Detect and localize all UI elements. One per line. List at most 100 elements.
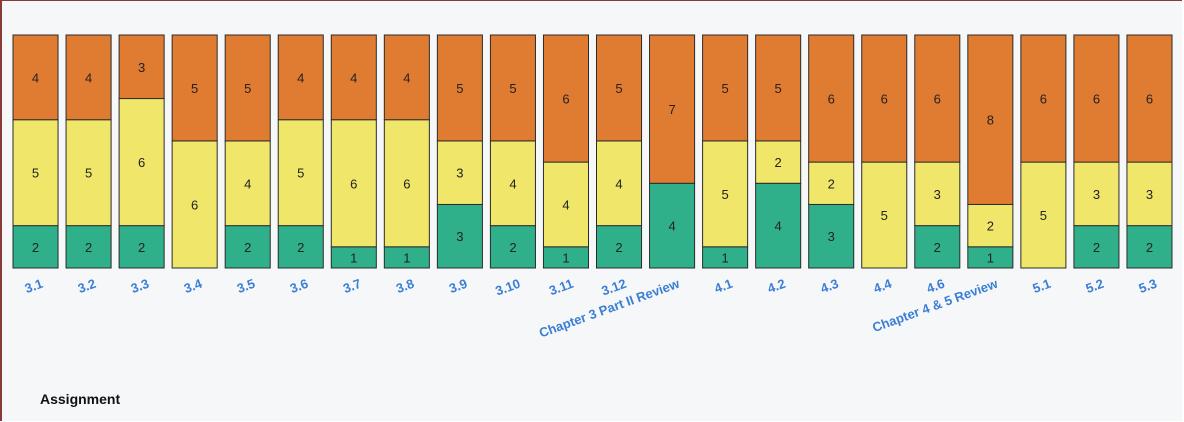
data-label: 4 bbox=[509, 176, 516, 191]
x-tick-label: 3.8 bbox=[394, 276, 416, 296]
bar-segment bbox=[649, 34, 696, 184]
data-label: 1 bbox=[350, 250, 357, 265]
data-label: 6 bbox=[1093, 92, 1100, 107]
data-label: 6 bbox=[881, 92, 888, 107]
data-label: 2 bbox=[32, 240, 39, 255]
data-label: 2 bbox=[828, 176, 835, 191]
bar-segment bbox=[65, 225, 112, 269]
data-label: 3 bbox=[828, 229, 835, 244]
bar-segment bbox=[755, 140, 802, 184]
data-label: 5 bbox=[297, 166, 304, 181]
bar-segment bbox=[861, 34, 908, 163]
bar-segment bbox=[277, 34, 324, 121]
bar-segment bbox=[702, 140, 749, 248]
bar-segment bbox=[12, 225, 59, 269]
data-label: 1 bbox=[562, 250, 569, 265]
data-label: 4 bbox=[244, 176, 251, 191]
bar-segment bbox=[967, 34, 1014, 205]
bar-segment bbox=[914, 161, 961, 227]
x-tick-label: 5.3 bbox=[1137, 276, 1159, 296]
data-label: 5 bbox=[244, 81, 251, 96]
data-label: 4 bbox=[615, 176, 622, 191]
data-label: 2 bbox=[987, 219, 994, 234]
data-label: 6 bbox=[350, 176, 357, 191]
x-axis-title: Assignment bbox=[40, 391, 121, 407]
x-tick-label: 3.5 bbox=[235, 276, 257, 296]
bar-segment bbox=[914, 34, 961, 163]
bar-segment bbox=[967, 203, 1014, 248]
data-label: 2 bbox=[1146, 240, 1153, 255]
data-label: 2 bbox=[297, 240, 304, 255]
bar-segment bbox=[65, 34, 112, 121]
bar-segment bbox=[649, 182, 696, 269]
bar-segment bbox=[1126, 34, 1173, 163]
data-label: 5 bbox=[509, 81, 516, 96]
data-label: 5 bbox=[881, 208, 888, 223]
x-tick-label: 4.3 bbox=[818, 276, 840, 296]
data-label: 4 bbox=[403, 70, 410, 85]
bar-segment bbox=[489, 140, 536, 227]
bar-segment bbox=[224, 34, 271, 142]
bar-segment bbox=[755, 34, 802, 142]
data-label: 5 bbox=[85, 166, 92, 181]
bar-segment bbox=[808, 203, 855, 269]
data-label: 6 bbox=[403, 176, 410, 191]
x-tick-label: 4.2 bbox=[765, 276, 787, 296]
data-label: 4 bbox=[32, 70, 39, 85]
x-tick-label: 3.9 bbox=[447, 276, 469, 296]
data-label: 4 bbox=[297, 70, 304, 85]
data-label: 3 bbox=[138, 60, 145, 75]
x-tick-label: 3.11 bbox=[547, 276, 575, 299]
data-label: 2 bbox=[615, 240, 622, 255]
bar-segment bbox=[171, 34, 218, 142]
bar-segment bbox=[12, 119, 59, 227]
data-label: 5 bbox=[721, 81, 728, 96]
data-label: 3 bbox=[456, 166, 463, 181]
data-label: 4 bbox=[85, 70, 92, 85]
data-label: 3 bbox=[1093, 187, 1100, 202]
x-tick-label: 3.6 bbox=[288, 276, 310, 296]
x-tick-label: 3.10 bbox=[493, 276, 522, 299]
data-label: 5 bbox=[721, 187, 728, 202]
data-label: 6 bbox=[828, 92, 835, 107]
data-label: 5 bbox=[456, 81, 463, 96]
bar-segment bbox=[224, 225, 271, 269]
x-tick-label: 3.2 bbox=[76, 276, 98, 296]
data-label: 2 bbox=[1093, 240, 1100, 255]
data-label: 2 bbox=[138, 240, 145, 255]
data-label: 6 bbox=[934, 92, 941, 107]
bar-segment bbox=[1020, 34, 1067, 163]
data-label: 5 bbox=[191, 81, 198, 96]
data-label: 3 bbox=[1146, 187, 1153, 202]
data-label: 1 bbox=[987, 250, 994, 265]
bar-segment bbox=[542, 34, 589, 163]
data-label: 3 bbox=[934, 187, 941, 202]
bar-segment bbox=[861, 161, 908, 269]
data-label: 6 bbox=[562, 92, 569, 107]
bar-segment bbox=[596, 140, 643, 227]
bar-segment bbox=[542, 161, 589, 248]
bar-segment bbox=[702, 34, 749, 142]
data-label: 5 bbox=[1040, 208, 1047, 223]
bar-segment bbox=[224, 140, 271, 227]
data-label: 4 bbox=[350, 70, 357, 85]
x-tick-label: 3.7 bbox=[341, 276, 363, 296]
x-tick-label: 5.2 bbox=[1084, 276, 1106, 296]
data-label: 2 bbox=[85, 240, 92, 255]
bar-segment bbox=[489, 225, 536, 269]
data-label: 6 bbox=[191, 197, 198, 212]
bar-segment bbox=[596, 34, 643, 142]
data-label: 4 bbox=[775, 219, 782, 234]
data-label: 6 bbox=[1040, 92, 1047, 107]
data-label: 1 bbox=[403, 250, 410, 265]
data-label: 8 bbox=[987, 113, 994, 128]
bar-segment bbox=[1073, 34, 1120, 163]
data-label: 6 bbox=[1146, 92, 1153, 107]
bar-segment bbox=[1073, 161, 1120, 227]
x-tick-label: 4.1 bbox=[712, 276, 734, 296]
bar-segment bbox=[808, 34, 855, 163]
bar-segment bbox=[118, 34, 165, 100]
bar-segment bbox=[12, 34, 59, 121]
x-tick-label: 3.4 bbox=[182, 275, 205, 296]
